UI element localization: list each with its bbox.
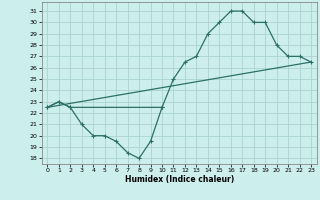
X-axis label: Humidex (Indice chaleur): Humidex (Indice chaleur) [124,175,234,184]
